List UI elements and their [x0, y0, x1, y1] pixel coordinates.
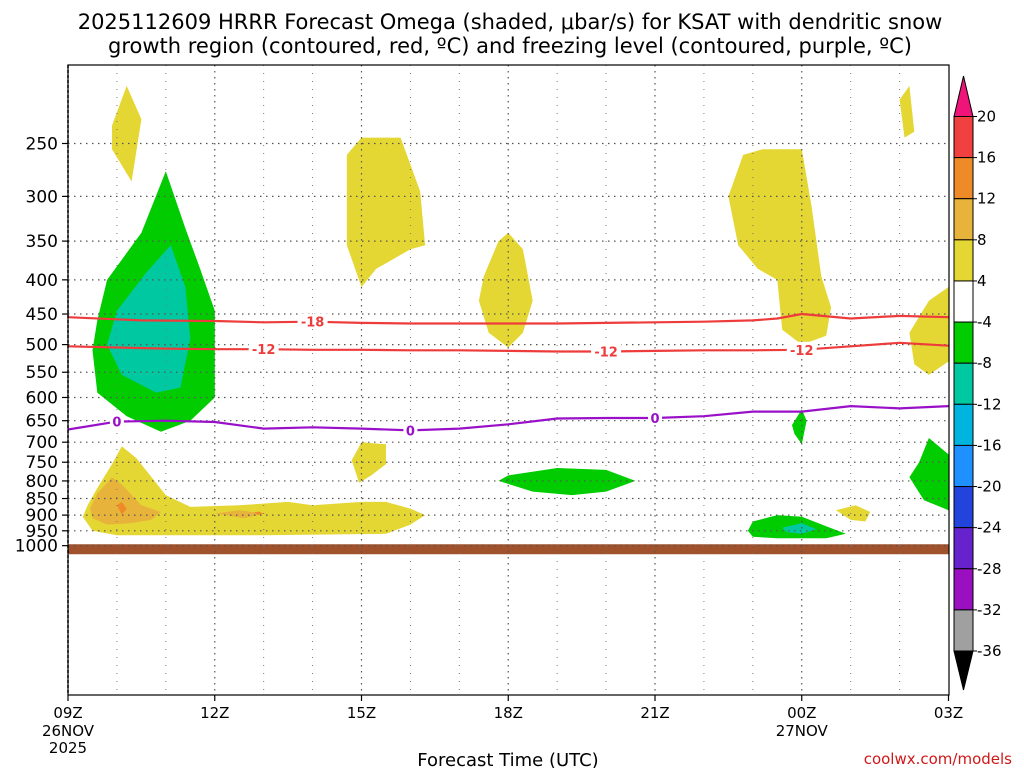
ytick-label: 400 — [26, 271, 58, 291]
colorbar-segment — [953, 444, 974, 488]
colorbar-segment — [953, 403, 974, 446]
omega-neg-4-right-low — [909, 438, 949, 511]
ytick-label: 750 — [26, 453, 58, 473]
ytick-label: 900 — [26, 506, 58, 526]
omega-pos-4-upper-right — [728, 149, 832, 345]
colorbar-segment — [953, 239, 974, 282]
omega-pos-8-low-b — [214, 510, 264, 519]
ytick-label: 250 — [26, 135, 58, 155]
xtick-year-label: 2025 — [49, 739, 87, 757]
omega-neg-8-core — [107, 245, 191, 393]
dgz-minus12-label: -12 — [790, 344, 814, 359]
chart-title-line1: 2025112609 HRRR Forecast Omega (shaded, … — [78, 10, 943, 34]
dgz-minus12-label: -12 — [252, 343, 276, 358]
dgz-minus12-label: -12 — [594, 345, 618, 360]
ytick-label: 850 — [26, 490, 58, 510]
freezing-level-0-line — [68, 405, 949, 432]
omega-pos-4-right-low — [836, 505, 871, 522]
colorbar-label: -8 — [977, 354, 992, 372]
xtick-label: 12Z — [200, 704, 229, 722]
terrain-ground — [68, 544, 949, 555]
omega-neg-8-bottom-right — [782, 523, 817, 534]
colorbar-label: -24 — [977, 519, 1002, 537]
xtick-label: 15Z — [347, 704, 376, 722]
colorbar-segment — [953, 527, 974, 570]
colorbar-label: 12 — [977, 190, 996, 208]
colorbar-bottom-arrow — [953, 650, 974, 691]
ytick-label: 700 — [26, 433, 58, 453]
chart-title-line2: growth region (contoured, red, ºC) and f… — [108, 34, 912, 58]
omega-pos-12-low-b — [253, 511, 264, 515]
colorbar-top-arrow — [953, 75, 974, 117]
omega-pos-4-right-edge — [909, 287, 949, 375]
colorbar-label: -4 — [977, 313, 992, 331]
axis-layer: 2503003504004505005506006507007508008509… — [15, 64, 963, 757]
colorbar-label: -28 — [977, 560, 1002, 578]
colorbar-label: 4 — [977, 272, 987, 290]
dgz-minus12-label-bg — [786, 341, 817, 357]
omega-pos-4-mid-upper — [346, 137, 426, 287]
xtick-label: 00Z — [787, 704, 816, 722]
colorbar-segment — [953, 609, 974, 652]
colorbar-segment — [953, 486, 974, 529]
xtick-label: 21Z — [640, 704, 669, 722]
ytick-label: 350 — [26, 232, 58, 252]
colorbar-segment — [953, 568, 974, 611]
dgz-minus18-label: -18 — [301, 316, 325, 331]
colorbar-segment — [953, 280, 974, 323]
omega-pos-4-low — [82, 446, 426, 536]
omega-pos-12-low — [116, 501, 127, 515]
ytick-label: 1000 — [15, 537, 58, 557]
ytick-label: 550 — [26, 363, 58, 383]
grid-layer — [68, 65, 949, 695]
colorbar-segment — [953, 116, 974, 159]
omega-pos-4-upper-left — [112, 85, 142, 182]
xtick-label: 09Z — [53, 704, 82, 722]
colorbar-segment — [953, 321, 974, 364]
dgz-minus12-label-bg — [248, 341, 279, 357]
xtick-label: 18Z — [494, 704, 523, 722]
colorbar-label: 8 — [977, 231, 987, 249]
ytick-label: 600 — [26, 388, 58, 408]
freezing-level-0-label-bg — [109, 413, 124, 429]
ytick-label: 800 — [26, 472, 58, 492]
colorbar-label: -32 — [977, 601, 1002, 619]
colorbar-segment — [953, 157, 974, 200]
omega-shading-layer — [68, 85, 949, 555]
dgz-minus12-label-bg — [591, 343, 622, 359]
colorbar-label: 20 — [977, 108, 996, 126]
dgz-minus18-line — [68, 312, 949, 325]
colorbar-segment — [953, 198, 974, 241]
x-axis-label: Forecast Time (UTC) — [417, 750, 598, 768]
ytick-label: 500 — [26, 336, 58, 356]
omega-neg-4-mid-low — [498, 468, 636, 496]
ytick-label: 300 — [26, 187, 58, 207]
freezing-level-0-label: 0 — [112, 416, 121, 431]
freezing-level-0-label: 0 — [650, 412, 659, 427]
ytick-label: 650 — [26, 412, 58, 432]
ytick-label: 450 — [26, 305, 58, 325]
colorbar-label: -20 — [977, 478, 1002, 496]
omega-pos-8-low — [90, 477, 161, 525]
omega-pos-4-far-right — [899, 85, 915, 138]
freezing-level-0-label: 0 — [406, 424, 415, 439]
colorbar: 20 16 12 8 4 -4 -8 -12 -16 -20 -24 -28 -32 -36 — [953, 75, 1002, 691]
xtick-date-label: 26NOV — [42, 722, 95, 740]
xtick-date-label: 27NOV — [776, 722, 829, 740]
credit-text: coolwx.com/models — [864, 750, 1012, 768]
freezing-level-0-label-bg — [648, 410, 662, 426]
colorbar-label: -36 — [977, 642, 1002, 660]
freezing-level-0-label-bg — [403, 422, 418, 438]
colorbar-segment — [953, 362, 974, 405]
colorbar-label: -16 — [977, 436, 1002, 454]
ytick-label: 950 — [26, 522, 58, 542]
omega-neg-4-right-small — [792, 409, 807, 445]
xtick-label: 03Z — [934, 704, 963, 722]
dgz-minus18-label-bg — [297, 313, 328, 329]
colorbar-label: -12 — [977, 395, 1002, 413]
omega-pos-4-mid — [478, 232, 533, 348]
contour-layer: -18 -12 -12 -12 0 0 0 — [68, 312, 949, 439]
colorbar-label: 16 — [977, 149, 996, 167]
